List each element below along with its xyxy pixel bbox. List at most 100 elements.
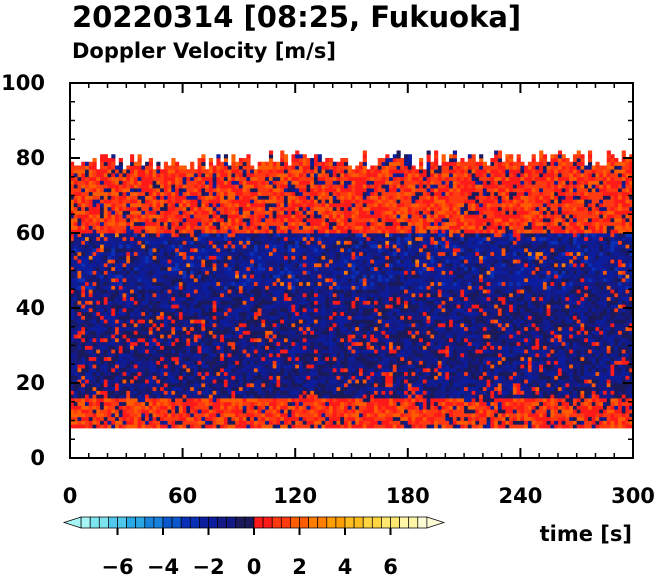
heatmap-cell bbox=[126, 270, 131, 275]
heatmap-cell bbox=[201, 308, 206, 313]
heatmap-cell bbox=[145, 195, 150, 200]
heatmap-cell bbox=[175, 206, 180, 211]
heatmap-cell bbox=[73, 274, 78, 279]
heatmap-cell bbox=[317, 405, 322, 410]
heatmap-cell bbox=[250, 413, 255, 418]
heatmap-cell bbox=[178, 289, 183, 294]
heatmap-cell bbox=[287, 375, 292, 380]
heatmap-cell bbox=[137, 210, 142, 215]
heatmap-cell bbox=[92, 390, 97, 395]
heatmap-cell bbox=[178, 285, 183, 290]
heatmap-cell bbox=[298, 341, 304, 346]
heatmap-cell bbox=[325, 300, 330, 305]
heatmap-cell bbox=[122, 383, 127, 388]
heatmap-cell bbox=[85, 165, 90, 170]
heatmap-cell bbox=[317, 248, 322, 253]
heatmap-cell bbox=[291, 176, 296, 181]
heatmap-cell bbox=[212, 255, 217, 260]
heatmap-cell bbox=[103, 184, 108, 189]
heatmap-cell bbox=[253, 356, 259, 361]
heatmap-cell bbox=[111, 244, 116, 249]
heatmap-cell bbox=[208, 304, 214, 309]
heatmap-cell bbox=[178, 401, 183, 406]
heatmap-cell bbox=[250, 236, 255, 241]
heatmap-cell bbox=[193, 180, 199, 185]
heatmap-cell bbox=[81, 424, 86, 429]
heatmap-cell bbox=[197, 244, 202, 249]
heatmap-cell bbox=[216, 214, 221, 219]
heatmap-cell bbox=[156, 263, 161, 268]
heatmap-cell bbox=[235, 300, 240, 305]
heatmap-cell bbox=[246, 416, 251, 421]
heatmap-cell bbox=[283, 416, 289, 421]
heatmap-cell bbox=[85, 206, 90, 211]
heatmap-cell bbox=[287, 300, 292, 305]
heatmap-cell bbox=[265, 360, 270, 365]
heatmap-cell bbox=[81, 296, 86, 301]
heatmap-cell bbox=[246, 405, 251, 410]
heatmap-cell bbox=[88, 330, 93, 335]
heatmap-cell bbox=[163, 383, 168, 388]
heatmap-cell bbox=[100, 199, 105, 204]
heatmap-cell bbox=[250, 278, 255, 283]
heatmap-cell bbox=[141, 251, 146, 256]
heatmap-cell bbox=[167, 364, 172, 369]
heatmap-cell bbox=[295, 236, 300, 241]
heatmap-cell bbox=[167, 281, 172, 286]
heatmap-cell bbox=[156, 311, 161, 316]
heatmap-cell bbox=[190, 394, 195, 399]
heatmap-cell bbox=[137, 349, 142, 354]
heatmap-cell bbox=[325, 236, 330, 241]
heatmap-cell bbox=[265, 203, 270, 208]
heatmap-cell bbox=[250, 424, 255, 429]
heatmap-cell bbox=[118, 326, 123, 331]
heatmap-cell bbox=[103, 349, 108, 354]
heatmap-cell bbox=[178, 210, 183, 215]
heatmap-cell bbox=[160, 173, 165, 178]
heatmap-cell bbox=[111, 206, 116, 211]
heatmap-cell bbox=[283, 221, 289, 226]
heatmap-cell bbox=[310, 176, 315, 181]
heatmap-cell bbox=[73, 409, 78, 414]
heatmap-cell bbox=[152, 289, 157, 294]
heatmap-cell bbox=[298, 420, 304, 425]
heatmap-cell bbox=[238, 240, 244, 245]
heatmap-cell bbox=[92, 240, 97, 245]
heatmap-cell bbox=[306, 255, 311, 260]
heatmap-cell bbox=[92, 214, 97, 219]
heatmap-cell bbox=[216, 165, 221, 170]
heatmap-cell bbox=[306, 195, 311, 200]
heatmap-cell bbox=[145, 379, 150, 384]
heatmap-cell bbox=[223, 409, 229, 414]
heatmap-cell bbox=[246, 304, 251, 309]
heatmap-cell bbox=[295, 285, 300, 290]
heatmap-cell bbox=[227, 278, 232, 283]
heatmap-cell bbox=[212, 184, 217, 189]
heatmap-cell bbox=[81, 390, 86, 395]
heatmap-cell bbox=[193, 405, 199, 410]
heatmap-cell bbox=[295, 416, 300, 421]
heatmap-cell bbox=[220, 368, 225, 373]
heatmap-cell bbox=[291, 236, 296, 241]
heatmap-cell bbox=[231, 165, 236, 170]
heatmap-cell bbox=[302, 364, 307, 369]
heatmap-cell bbox=[317, 323, 322, 328]
heatmap-cell bbox=[107, 236, 112, 241]
heatmap-cell bbox=[107, 401, 112, 406]
heatmap-cell bbox=[88, 300, 93, 305]
heatmap-cell bbox=[178, 278, 183, 283]
heatmap-cell bbox=[193, 225, 199, 230]
heatmap-cell bbox=[253, 210, 259, 215]
heatmap-cell bbox=[310, 173, 315, 178]
heatmap-cell bbox=[321, 338, 326, 343]
heatmap-cell bbox=[100, 364, 105, 369]
heatmap-cell bbox=[306, 244, 311, 249]
heatmap-cell bbox=[291, 401, 296, 406]
heatmap-cell bbox=[190, 353, 195, 358]
heatmap-cell bbox=[268, 304, 274, 309]
heatmap-cell bbox=[238, 173, 244, 178]
heatmap-cell bbox=[291, 413, 296, 418]
heatmap-cell bbox=[178, 338, 183, 343]
heatmap-cell bbox=[141, 214, 146, 219]
heatmap-cell bbox=[148, 330, 153, 335]
